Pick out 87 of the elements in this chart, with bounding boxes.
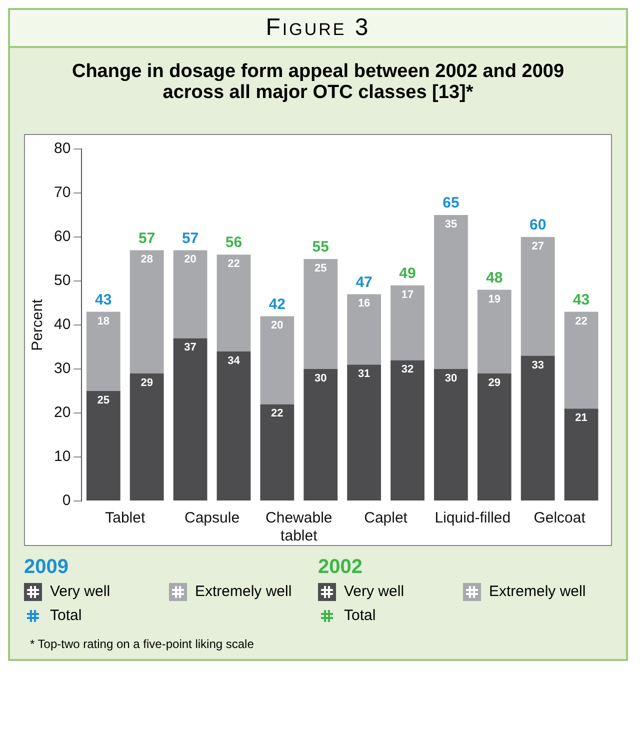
y-tick-label: 70 (54, 184, 71, 201)
y-tick-label: 80 (54, 140, 71, 157)
total-label: 49 (399, 264, 416, 282)
y-tick-label: 40 (54, 316, 71, 333)
bar (304, 258, 338, 369)
total-label: 57 (182, 230, 199, 247)
text: Total (344, 607, 376, 624)
chart-subtitle: Figure 3 (10, 10, 626, 48)
data-label: 22 (271, 408, 284, 420)
data-label: 31 (358, 368, 370, 380)
data-label: 16 (358, 298, 370, 310)
bar (173, 338, 208, 500)
total-label: 60 (529, 216, 546, 234)
bar (520, 356, 555, 500)
x-tick-label: Capsule (184, 509, 240, 526)
bar (434, 214, 468, 369)
data-label: 25 (314, 262, 327, 274)
bar (304, 368, 338, 500)
data-label: 34 (228, 354, 241, 367)
text: * Top-two rating on a five-point liking scale (29, 636, 255, 651)
data-label: 20 (271, 320, 284, 332)
bar (130, 250, 164, 374)
y-tick-label: 10 (54, 448, 71, 465)
legend-label: Very well (50, 583, 110, 600)
bar (173, 250, 208, 338)
y-tick-label: 30 (54, 360, 71, 377)
y-tick-label: 60 (54, 228, 71, 245)
data-label: 32 (401, 364, 414, 376)
bar (477, 290, 512, 374)
data-label: 19 (488, 293, 501, 306)
total-label: 43 (572, 291, 590, 308)
data-label: 30 (444, 372, 458, 384)
bar (347, 364, 382, 500)
legend-label: Extremely well (489, 583, 586, 600)
bar (520, 236, 555, 356)
x-tick-label: Liquid-filled (434, 509, 511, 526)
total-label: 56 (225, 234, 242, 252)
bar (347, 294, 382, 364)
x-tick-label: Tablet (105, 509, 146, 526)
data-label: 20 (184, 254, 196, 266)
data-label: 22 (228, 258, 240, 270)
y-tick-label: 50 (54, 272, 71, 289)
x-tick-label: Gelcoat (534, 509, 586, 526)
text: 2002 (318, 556, 364, 579)
data-label: 29 (140, 376, 153, 389)
bar (86, 390, 120, 500)
total-label: 47 (356, 274, 372, 291)
x-tick-label: Chewable tablet (266, 509, 332, 544)
text: Total (50, 607, 82, 624)
y-tick-label: 0 (62, 492, 71, 509)
bar (390, 285, 424, 360)
data-label: 29 (488, 376, 501, 389)
data-label: 21 (575, 412, 588, 424)
bar (564, 408, 598, 500)
data-label: 30 (314, 372, 327, 384)
data-label: 37 (184, 342, 196, 354)
bar (260, 404, 294, 500)
bar (477, 373, 512, 500)
total-label: 43 (95, 291, 112, 308)
total-label: 55 (312, 238, 329, 256)
bar (564, 312, 598, 408)
data-label: 22 (575, 315, 588, 328)
total-label: 57 (138, 230, 156, 247)
bar (86, 312, 120, 391)
bar (260, 316, 294, 404)
bar (216, 351, 251, 500)
chart-title: Change in dosage form appeal between 2002 and 2009 across all major OTC classes [13]* (70, 60, 566, 105)
bar (390, 360, 424, 500)
x-tick-label: Caplet (364, 509, 408, 526)
total-label: 42 (268, 296, 286, 313)
data-label: 28 (140, 254, 153, 266)
bar (130, 373, 164, 500)
data-label: 25 (97, 394, 110, 406)
y-tick-label: 20 (54, 404, 71, 421)
bar (216, 254, 251, 352)
data-label: 18 (97, 315, 110, 328)
data-label: 35 (444, 218, 458, 230)
legend-title: 2009 (24, 556, 70, 579)
data-label: 27 (532, 240, 544, 252)
total-label: 48 (486, 269, 503, 286)
legend-label: Very well (344, 583, 404, 600)
data-label: 17 (401, 288, 414, 301)
total-label: 65 (442, 194, 460, 212)
y-axis-title: Percent (29, 298, 46, 351)
bar (434, 368, 468, 500)
legend-label: Extremely well (195, 583, 292, 600)
data-label: 33 (532, 359, 544, 372)
